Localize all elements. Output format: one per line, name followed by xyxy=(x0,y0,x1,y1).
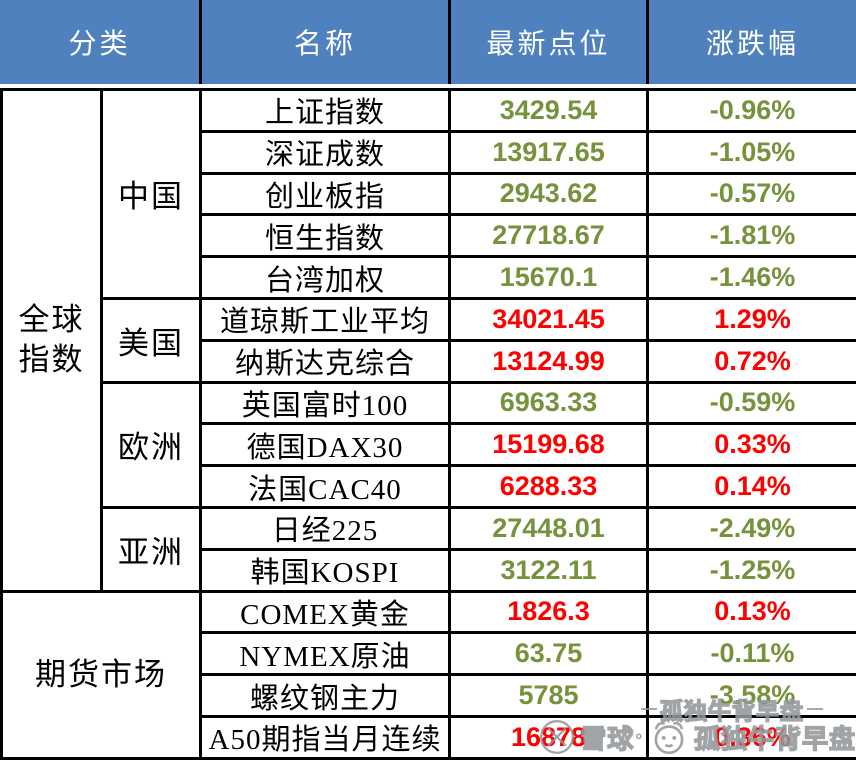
latest-value: 3429.54 xyxy=(451,91,646,130)
change-percent: 0.14% xyxy=(649,467,856,506)
market-table: 全球指数 中国 美国 欧洲 亚洲 期货市场 上证指数 3429.54 -0.96… xyxy=(0,88,856,760)
index-name: 道琼斯工业平均 xyxy=(202,299,448,339)
latest-value: 6963.33 xyxy=(451,383,646,423)
latest-value: 13917.65 xyxy=(451,132,646,172)
latest-value: 3122.11 xyxy=(451,550,646,590)
latest-value: 1826.3 xyxy=(451,592,646,632)
index-name: 英国富时100 xyxy=(202,383,448,423)
category-global-indices: 全球指数 xyxy=(3,91,100,590)
change-percent: -0.59% xyxy=(649,383,856,423)
change-percent: 0.72% xyxy=(649,341,856,381)
index-name: 韩国KOSPI xyxy=(202,550,448,590)
region-usa: 美国 xyxy=(103,299,199,381)
change-percent: -1.05% xyxy=(649,132,856,172)
index-name: 上证指数 xyxy=(202,91,448,130)
index-name: 创业板指 xyxy=(202,174,448,214)
change-percent: 0.36% xyxy=(649,717,856,757)
index-name: NYMEX原油 xyxy=(202,634,448,674)
change-percent: 0.13% xyxy=(649,592,856,632)
latest-value: 27448.01 xyxy=(451,508,646,548)
header-category: 分类 xyxy=(68,29,131,60)
latest-value: 6288.33 xyxy=(451,467,646,506)
category-futures-market: 期货市场 xyxy=(3,592,199,757)
change-percent: -2.49% xyxy=(649,508,856,548)
region-asia: 亚洲 xyxy=(103,508,199,590)
region-europe: 欧洲 xyxy=(103,383,199,506)
index-name: 深证成数 xyxy=(202,132,448,172)
latest-value: 34021.45 xyxy=(451,299,646,339)
latest-value: 15670.1 xyxy=(451,258,646,297)
table-header: 分类 名称 最新点位 涨跌幅 xyxy=(0,0,856,84)
change-percent: -1.46% xyxy=(649,258,856,297)
change-percent: -0.11% xyxy=(649,634,856,674)
latest-value: 13124.99 xyxy=(451,341,646,381)
latest-value: 63.75 xyxy=(451,634,646,674)
change-percent: -1.81% xyxy=(649,216,856,256)
latest-value: 5785 xyxy=(451,676,646,715)
region-china: 中国 xyxy=(103,91,199,297)
index-name: COMEX黄金 xyxy=(202,592,448,632)
change-percent: -3.58% xyxy=(649,676,856,715)
latest-value: 2943.62 xyxy=(451,174,646,214)
header-change: 涨跌幅 xyxy=(646,0,856,84)
latest-value: 15199.68 xyxy=(451,425,646,465)
index-name: A50期指当月连续 xyxy=(202,717,448,757)
change-percent: 0.33% xyxy=(649,425,856,465)
change-percent: -1.25% xyxy=(649,550,856,590)
latest-value: 16878 xyxy=(451,717,646,757)
index-name: 恒生指数 xyxy=(202,216,448,256)
index-name: 台湾加权 xyxy=(202,258,448,297)
index-name: 纳斯达克综合 xyxy=(202,341,448,381)
index-name: 日经225 xyxy=(202,508,448,548)
change-percent: -0.96% xyxy=(649,91,856,130)
change-percent: -0.57% xyxy=(649,174,856,214)
header-name: 名称 xyxy=(199,0,448,84)
change-percent: 1.29% xyxy=(649,299,856,339)
header-latest-value: 最新点位 xyxy=(448,0,646,84)
index-name: 螺纹钢主力 xyxy=(202,676,448,715)
index-name: 法国CAC40 xyxy=(202,467,448,506)
latest-value: 27718.67 xyxy=(451,216,646,256)
index-name: 德国DAX30 xyxy=(202,425,448,465)
